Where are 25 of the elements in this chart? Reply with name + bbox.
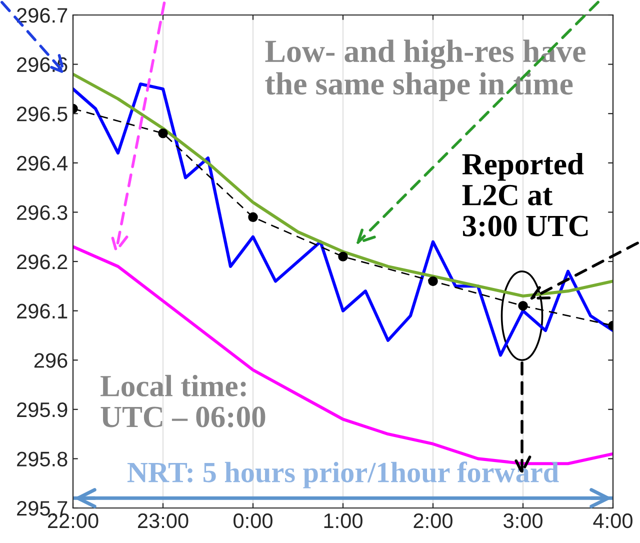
point — [338, 252, 348, 262]
y-tick-label: 296.5 — [17, 106, 68, 122]
y-tick-label: 295.9 — [17, 402, 68, 418]
y-tick-label: 296 — [34, 353, 68, 368]
point — [158, 128, 168, 138]
y-tick-label: 296.2 — [17, 254, 68, 270]
annotation: NRT: 5 hours prior/1hour forward — [127, 462, 559, 488]
y-tick-label: 296.4 — [17, 156, 68, 171]
annotation: Low- and high-res have the same shape in time — [265, 40, 586, 102]
x-tick-label: 1:00 — [324, 513, 362, 528]
x-tick-label: 4:00 — [593, 513, 632, 528]
y-tick-label: 296.7 — [17, 8, 68, 23]
x-tick-label: 23:00 — [138, 513, 188, 528]
point — [428, 276, 438, 286]
point — [248, 212, 258, 222]
x-tick-label: 2:00 — [414, 513, 452, 528]
y-tick-label: 295.8 — [17, 452, 68, 466]
line-series — [73, 72, 613, 298]
x-tick-label: 0:00 — [234, 513, 272, 528]
annotation: Local time: UTC – 06:00 — [100, 374, 266, 428]
y-tick-label: 296.3 — [17, 205, 68, 220]
x-tick-label: 3:00 — [504, 513, 542, 528]
annotation: Reported L2C at 3:00 UTC — [462, 153, 588, 236]
point — [518, 301, 528, 311]
y-tick-label: 296.1 — [17, 304, 68, 319]
